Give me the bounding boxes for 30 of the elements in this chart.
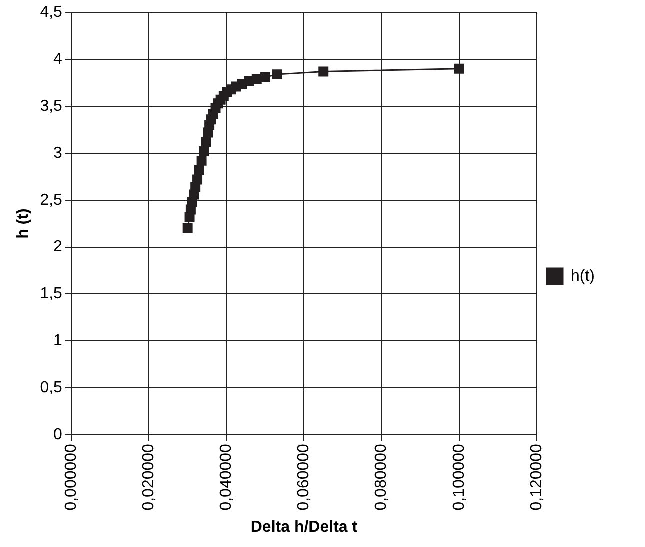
point	[192, 174, 203, 185]
point	[199, 146, 210, 157]
y-tick-label: 0,5	[40, 380, 63, 397]
y-tick-label: 4	[54, 50, 63, 68]
y-axis-title: h (t)	[15, 208, 32, 239]
x-tick-label: 0,020000	[140, 444, 158, 511]
x-axis-title: Delta h/Delta t	[250, 518, 358, 536]
legend-label: h(t)	[571, 268, 595, 285]
y-tick-label: 0	[54, 426, 63, 444]
y-tick-label: 1	[54, 332, 63, 350]
x-tick-label: 0,120000	[528, 444, 546, 511]
y-tick-label: 4,5	[40, 4, 63, 22]
point	[272, 70, 282, 80]
y-tick-label: 2,5	[40, 192, 63, 209]
point	[318, 66, 329, 77]
x-tick-label: 0,040000	[218, 444, 236, 511]
x-tick-label: 0,060000	[296, 444, 313, 511]
point	[260, 72, 270, 82]
x-tick-label: 0,080000	[373, 444, 390, 511]
point	[201, 137, 212, 148]
point	[182, 224, 193, 234]
point	[454, 64, 464, 74]
point	[194, 165, 204, 176]
x-tick-label: 0,100000	[450, 444, 468, 511]
y-tick-label: 3	[54, 144, 63, 162]
x-tick-label: 0,000000	[62, 444, 80, 511]
y-tick-label: 1,5	[40, 286, 63, 303]
point	[196, 156, 207, 166]
y-tick-label: 3,5	[40, 98, 63, 115]
y-tick-label: 2	[54, 238, 63, 256]
